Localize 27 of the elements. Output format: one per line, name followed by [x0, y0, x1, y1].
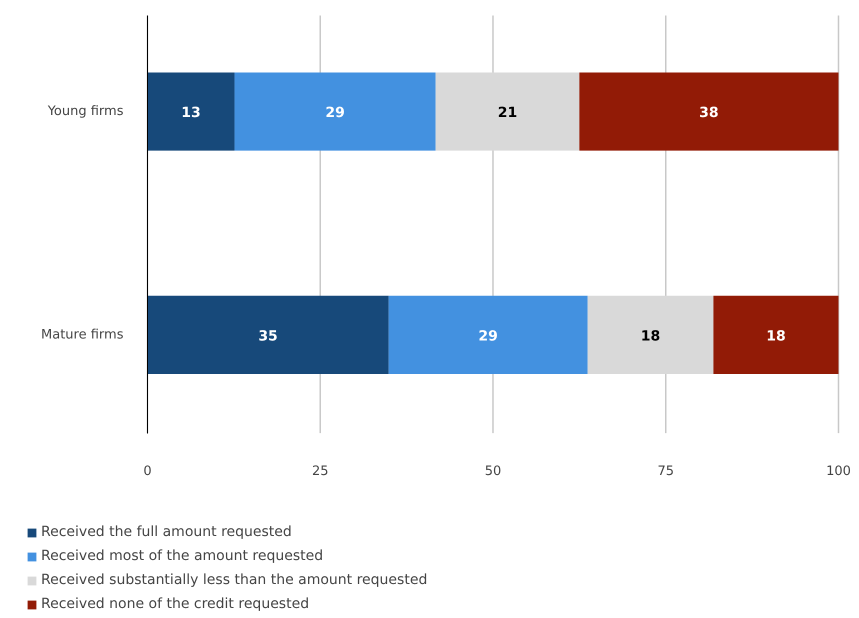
- data-label: 18: [640, 328, 660, 344]
- legend-label: Received substantially less than the amount requested: [41, 572, 428, 588]
- bar: [388, 296, 588, 374]
- x-tick-label: 0: [143, 464, 152, 480]
- data-label: 38: [699, 105, 719, 122]
- x-tick-label: 50: [484, 464, 502, 480]
- data-label: 13: [181, 105, 201, 122]
- legend-label: Received most of the amount requested: [41, 548, 324, 564]
- bar: [147, 72, 235, 151]
- data-label: 21: [498, 105, 518, 122]
- bar: [588, 296, 714, 374]
- x-tick-label: 75: [657, 464, 674, 480]
- bar: [234, 72, 436, 151]
- data-label: 35: [258, 328, 278, 344]
- data-label: 18: [766, 328, 786, 344]
- y-tick-label: Young firms: [46, 104, 124, 120]
- legend-label: Received the full amount requested: [41, 524, 292, 540]
- y-tick-label: Mature firms: [41, 327, 124, 342]
- data-label: 29: [478, 328, 498, 344]
- bar: [436, 72, 580, 151]
- data-label: 29: [325, 105, 345, 122]
- bar: [579, 72, 838, 151]
- legend-label: Received none of the credit requested: [41, 596, 310, 612]
- x-tick-label: 25: [312, 464, 329, 480]
- x-tick-label: 100: [826, 464, 851, 480]
- bar: [713, 296, 838, 374]
- bar: [147, 296, 389, 374]
